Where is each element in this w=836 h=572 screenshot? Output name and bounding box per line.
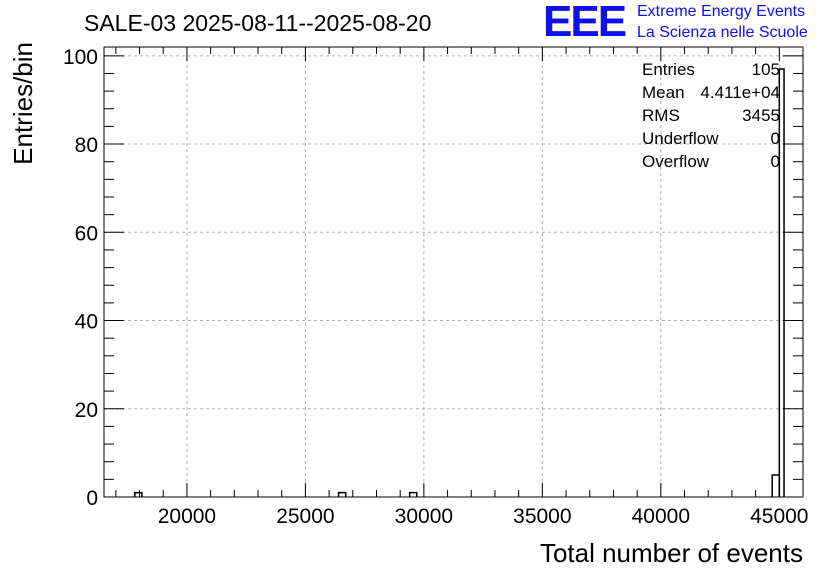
chart-title: SALE-03 2025-08-11--2025-08-20 — [84, 10, 432, 36]
histogram-bin — [408, 491, 418, 497]
stat-row-overflow: Overflow 0 — [642, 152, 782, 175]
stat-row-underflow: Underflow 0 — [642, 129, 782, 152]
logo-line-1: Extreme Energy Events — [637, 3, 806, 20]
eee-logo: EEE — [543, 0, 627, 46]
stat-label: RMS — [642, 106, 680, 125]
histogram-bin — [134, 491, 143, 497]
y-tick-label: 60 — [75, 222, 98, 245]
plot-frame — [103, 46, 804, 498]
stat-row-rms: RMS 3455 — [642, 106, 782, 129]
stat-value: 0 — [770, 129, 780, 148]
stat-value: 4.411e+04 — [700, 83, 780, 102]
y-tick-label: 80 — [75, 134, 98, 157]
y-tick-label: 100 — [63, 46, 98, 69]
y-tick-label: 40 — [75, 311, 98, 334]
stat-row-mean: Mean 4.411e+04 — [642, 83, 782, 106]
histogram-bin — [778, 68, 785, 497]
y-tick-label: 0 — [86, 487, 98, 510]
stat-value: 105 — [751, 60, 780, 79]
stat-label: Underflow — [642, 129, 719, 148]
stat-label: Mean — [642, 83, 685, 102]
histogram-bin — [771, 474, 781, 497]
logo-line-2: La Scienza nelle Scuole — [637, 24, 808, 41]
stats-box: Entries 105 Mean 4.411e+04 RMS 3455 Underfl… — [642, 60, 782, 175]
x-axis-label: Total number of events — [540, 538, 803, 568]
stat-row-entries: Entries 105 — [642, 60, 782, 83]
x-tick-label: 30000 — [395, 505, 453, 528]
x-tick-label: 40000 — [632, 505, 690, 528]
stat-value: 0 — [770, 152, 780, 171]
stat-value: 3455 — [742, 106, 780, 125]
stat-label: Overflow — [642, 152, 710, 171]
x-tick-label: 20000 — [158, 505, 216, 528]
y-tick-label: 20 — [75, 399, 98, 422]
histogram-bin — [337, 491, 347, 497]
x-tick-label: 25000 — [276, 505, 334, 528]
x-tick-label: 35000 — [513, 505, 571, 528]
y-axis-label: Entries/bin — [8, 42, 38, 165]
stat-label: Entries — [642, 60, 695, 79]
x-tick-label: 45000 — [750, 505, 808, 528]
